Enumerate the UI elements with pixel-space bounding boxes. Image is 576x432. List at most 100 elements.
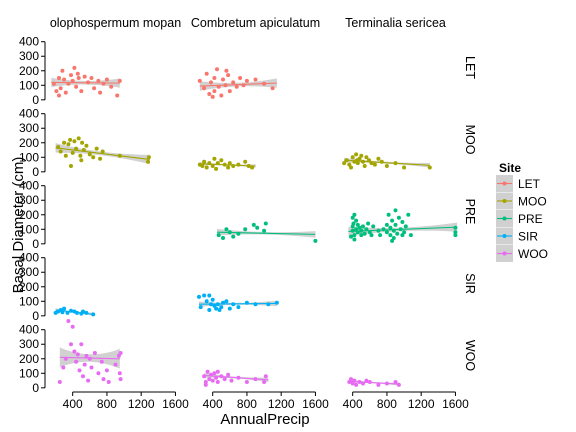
data-point	[79, 158, 84, 163]
data-point	[226, 73, 231, 78]
data-point	[355, 230, 360, 235]
data-point	[391, 228, 396, 233]
data-point	[198, 305, 203, 310]
data-point	[246, 164, 251, 168]
data-point	[376, 156, 381, 161]
data-point	[244, 78, 249, 83]
data-point	[56, 145, 61, 150]
data-point	[378, 233, 383, 238]
data-point	[91, 155, 96, 160]
data-point	[250, 165, 255, 170]
panels-layer	[51, 65, 458, 387]
data-point	[207, 92, 212, 96]
data-point	[403, 224, 408, 229]
data-point	[362, 164, 367, 168]
data-point	[359, 233, 364, 238]
data-point	[51, 81, 56, 86]
data-point	[74, 146, 79, 151]
data-point	[219, 158, 224, 163]
y-axis-title: Basal Diameter (cm)	[10, 157, 27, 294]
legend-key-point	[502, 251, 507, 256]
data-point	[390, 238, 395, 243]
data-point	[262, 380, 267, 384]
data-point	[100, 149, 105, 154]
data-point	[362, 231, 367, 236]
data-point	[313, 238, 318, 243]
data-point	[219, 305, 224, 310]
data-point	[89, 76, 94, 80]
data-point	[212, 303, 217, 308]
data-point	[222, 162, 227, 167]
data-point	[117, 153, 122, 158]
data-point	[266, 302, 271, 307]
legend-title: Site	[499, 161, 521, 175]
data-point	[350, 381, 355, 386]
data-point	[384, 164, 389, 168]
data-point	[72, 65, 77, 70]
data-point	[96, 371, 101, 376]
data-point	[400, 220, 405, 224]
y-tick-label: 100	[19, 366, 39, 380]
y-tick-label: 0	[32, 237, 39, 251]
data-point	[243, 159, 248, 164]
x-tick-label: 400	[63, 397, 83, 411]
y-tick-label: 100	[19, 222, 39, 236]
x-tick-label: 800	[377, 397, 397, 411]
y-tick-label: 0	[32, 381, 39, 395]
data-point	[221, 300, 225, 305]
data-point	[101, 81, 106, 86]
data-point	[60, 310, 65, 315]
data-point	[229, 378, 234, 383]
y-tick-label: 400	[19, 323, 39, 337]
data-point	[453, 225, 458, 230]
data-point	[395, 231, 400, 236]
y-tick-label: 400	[19, 251, 39, 265]
data-point	[204, 71, 209, 76]
data-point	[238, 76, 243, 80]
data-point	[402, 230, 407, 235]
data-point	[361, 224, 365, 229]
data-point	[82, 362, 87, 367]
data-point	[54, 89, 59, 94]
data-point	[221, 77, 225, 82]
site-strip-label: SIR	[463, 273, 477, 294]
data-point	[354, 218, 359, 223]
panel-let-1	[197, 67, 277, 99]
species-strip-label: olophospermum mopan	[50, 16, 181, 30]
data-point	[117, 78, 122, 83]
x-tick-label: 400	[203, 397, 223, 411]
x-tick-label: 800	[97, 397, 117, 411]
data-point	[263, 374, 268, 379]
data-point	[352, 233, 357, 238]
data-point	[78, 153, 83, 158]
data-point	[357, 380, 362, 384]
data-point	[255, 225, 260, 230]
data-point	[231, 302, 236, 307]
site-strip-labels: LET MOO PRE SIR WOO	[463, 56, 477, 371]
data-point	[81, 374, 85, 379]
data-point	[92, 86, 97, 91]
data-point	[236, 305, 241, 310]
y-axis: 0100200300400010020030040001002003004000…	[19, 35, 46, 395]
data-point	[231, 234, 236, 239]
data-point	[347, 380, 352, 384]
species-strip-label: Terminalia sericea	[345, 16, 446, 30]
data-point	[61, 365, 66, 370]
x-tick-label: 1600	[442, 397, 469, 411]
data-point	[75, 352, 80, 357]
y-tick-label: 200	[19, 352, 39, 366]
data-point	[263, 221, 268, 226]
y-tick-label: 300	[19, 265, 39, 279]
data-point	[207, 308, 212, 312]
panel-woo-0	[57, 319, 123, 384]
data-point	[381, 227, 386, 232]
data-point	[352, 237, 357, 242]
data-point	[209, 80, 213, 85]
y-tick-label: 400	[19, 179, 39, 193]
data-point	[89, 365, 94, 370]
data-point	[398, 227, 403, 232]
data-point	[215, 302, 220, 307]
data-point	[227, 89, 232, 94]
data-point	[349, 165, 353, 170]
